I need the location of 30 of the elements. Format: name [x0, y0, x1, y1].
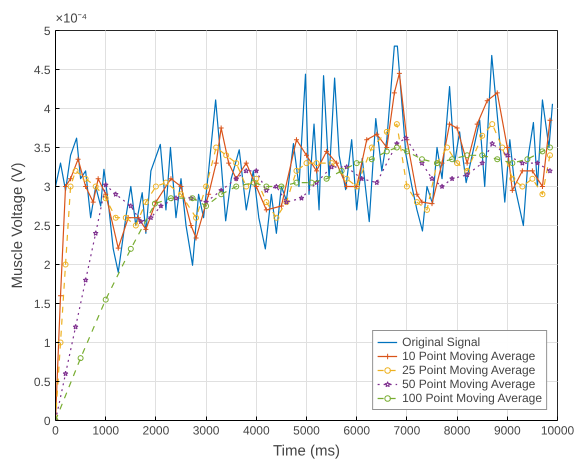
x-tick-label: 8000: [444, 424, 471, 438]
y-tick-label: 3.5: [34, 141, 51, 155]
x-tick-label: 10000: [540, 424, 575, 438]
y-tick-label: 0.5: [34, 375, 51, 389]
legend-label: 50 Point Moving Average: [402, 377, 536, 391]
y-tick-label: 4: [44, 102, 51, 116]
x-tick-label: 2000: [142, 424, 170, 438]
x-tick-label: 6000: [343, 424, 370, 438]
x-axis-title: Time (ms): [273, 442, 340, 460]
legend-label: Original Signal: [402, 335, 480, 349]
x-tick-label: 7000: [394, 424, 421, 438]
x-tick-label: 4000: [242, 424, 270, 438]
y-tick-label: 1.5: [34, 297, 51, 311]
x-tick-label: 0: [52, 424, 60, 438]
text: ×10⁻⁴: [56, 10, 88, 26]
x-tick-label: 9000: [494, 424, 521, 438]
x-tick-label: 5000: [293, 424, 320, 438]
x-tick-label: 1000: [92, 424, 120, 438]
y-tick-label: 2: [44, 258, 51, 272]
y-tick-label: 1: [44, 336, 51, 350]
y-tick-label: 4.5: [34, 63, 51, 77]
legend-label: 10 Point Moving Average: [402, 349, 536, 363]
y-tick-label: 0: [44, 414, 51, 428]
legend-label: 100 Point Moving Average: [402, 391, 542, 405]
x-tick-label: 3000: [192, 424, 220, 438]
y-tick-label: 5: [44, 24, 51, 38]
y-tick-label: 2.5: [34, 219, 51, 233]
legend-label: 25 Point Moving Average: [402, 363, 536, 377]
y-axis-title: Muscle Voltage (V): [8, 162, 26, 288]
y-tick-label: 3: [44, 180, 51, 194]
